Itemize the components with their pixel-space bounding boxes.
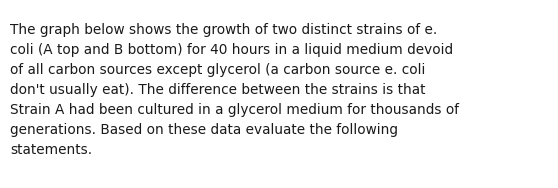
Text: The graph below shows the growth of two distinct strains of e.
coli (A top and B: The graph below shows the growth of two … bbox=[10, 23, 459, 157]
